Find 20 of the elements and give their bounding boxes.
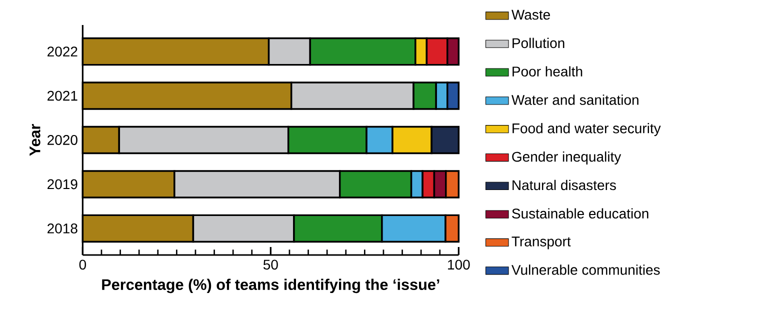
x-tick-label: 100 [448,260,470,270]
x-axis-title: Percentage (%) of teams identifying the ‘issue’ [102,278,440,294]
y-tick-label: 2021 [48,90,78,101]
legend-label: Pollution [512,38,564,48]
y-tick-label: 2020 [48,135,78,145]
legend-label: Gender inequality [512,151,622,164]
legend-label: Transport [512,236,571,250]
y-tick-label: 2022 [48,46,78,57]
x-tick-label: 0 [79,260,86,270]
legend-label: Natural disasters [512,180,616,190]
y-axis-title: Year [30,124,40,156]
legend-label: Poor health [512,66,582,77]
legend-label: Food and water security [512,123,661,136]
legend-label: Waste [512,10,550,20]
x-tick-label: 50 [263,260,278,270]
legend-label: Vulnerable communities [512,264,660,275]
legend-label: Water and sanitation [512,94,638,105]
y-tick-label: 2019 [48,179,78,190]
legend-label: Sustainable education [512,208,648,219]
y-tick-label: 2018 [48,224,78,234]
